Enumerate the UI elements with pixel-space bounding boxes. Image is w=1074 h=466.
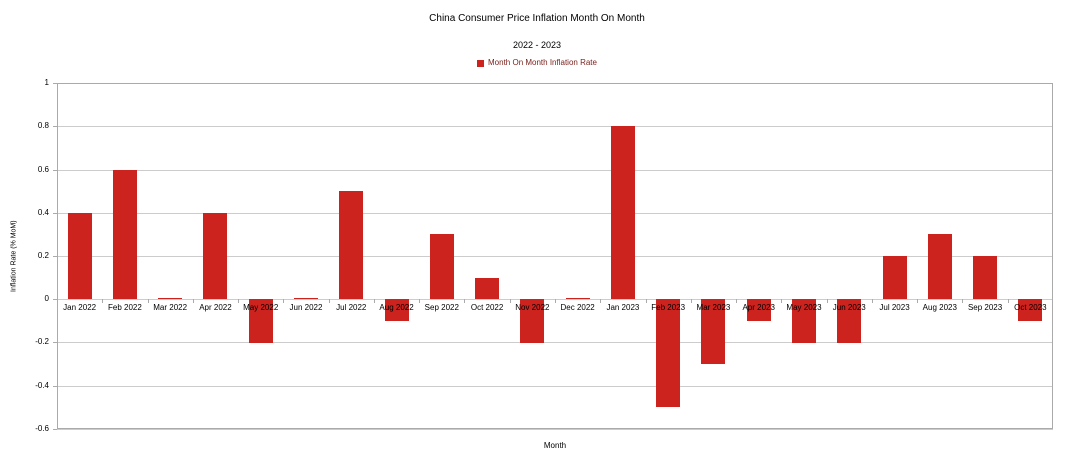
y-tick-mark (53, 342, 57, 343)
x-tick-mark (736, 299, 737, 304)
bar-apr-2022[interactable] (203, 212, 228, 300)
x-tick-mark (962, 299, 963, 304)
gridline (57, 386, 1053, 387)
x-tick-label: Jul 2023 (879, 303, 910, 313)
bar-jan-2022[interactable] (67, 212, 92, 300)
bar-nov-2022[interactable] (520, 299, 545, 343)
bar-mar-2022[interactable] (158, 297, 183, 300)
legend-series-marker-icon (477, 59, 485, 67)
x-tick-mark (646, 299, 647, 304)
x-tick-mark (329, 299, 330, 304)
bar-feb-2023[interactable] (656, 299, 681, 408)
x-tick-label: Mar 2022 (153, 303, 188, 313)
x-tick-label: Jun 2023 (832, 303, 866, 313)
x-tick-mark (555, 299, 556, 304)
y-tick-mark (53, 126, 57, 127)
x-tick-mark (510, 299, 511, 304)
x-tick-mark (283, 299, 284, 304)
x-tick-mark (464, 299, 465, 304)
y-tick-label: 0.6 (37, 165, 49, 174)
gridline (57, 170, 1053, 171)
y-tick-label: 0.4 (37, 208, 49, 217)
x-tick-mark (1008, 299, 1009, 304)
y-tick-mark (53, 170, 57, 171)
y-tick-mark (53, 429, 57, 430)
bar-dec-2022[interactable] (565, 297, 590, 300)
x-tick-mark (691, 299, 692, 304)
bar-sep-2023[interactable] (973, 256, 998, 300)
x-tick-mark (917, 299, 918, 304)
bar-jan-2023[interactable] (610, 126, 635, 300)
x-tick-mark (781, 299, 782, 304)
x-tick-label: May 2023 (786, 303, 822, 313)
x-tick-mark (419, 299, 420, 304)
y-tick-mark (53, 83, 57, 84)
x-tick-mark (193, 299, 194, 304)
y-tick-label: 1 (44, 78, 49, 87)
x-tick-mark (148, 299, 149, 304)
y-tick-mark (53, 256, 57, 257)
x-tick-mark (872, 299, 873, 304)
x-tick-label: Sep 2023 (967, 303, 1003, 313)
x-tick-label: Apr 2022 (199, 303, 232, 313)
bar-aug-2022[interactable] (384, 299, 409, 321)
x-tick-label: Oct 2022 (470, 303, 504, 313)
x-tick-label: Dec 2022 (560, 303, 595, 313)
gridline (57, 256, 1053, 257)
bar-oct-2022[interactable] (475, 277, 500, 300)
x-tick-label: Sep 2022 (424, 303, 459, 313)
bar-aug-2023[interactable] (927, 234, 952, 300)
x-tick-label: Jun 2022 (289, 303, 323, 313)
x-tick-label: Apr 2023 (742, 303, 775, 313)
bar-may-2022[interactable] (248, 299, 273, 343)
x-tick-label: Aug 2022 (379, 303, 414, 313)
x-tick-label: Oct 2023 (1014, 303, 1047, 313)
x-tick-mark (374, 299, 375, 304)
x-tick-mark (238, 299, 239, 304)
chart-title: China Consumer Price Inflation Month On … (429, 13, 645, 24)
bar-may-2023[interactable] (792, 299, 816, 343)
bar-sep-2022[interactable] (429, 234, 454, 300)
y-tick-mark (53, 299, 57, 300)
gridline (57, 213, 1053, 214)
bar-jun-2022[interactable] (294, 297, 318, 300)
x-tick-mark (102, 299, 103, 304)
gridline (57, 429, 1053, 430)
y-tick-label: 0.2 (37, 251, 49, 260)
gridline (57, 126, 1053, 127)
bar-feb-2022[interactable] (112, 169, 137, 300)
x-tick-label: Feb 2023 (651, 303, 686, 313)
bar-jun-2023[interactable] (837, 299, 862, 343)
bar-apr-2023[interactable] (746, 299, 771, 321)
y-tick-label: 0.8 (37, 121, 49, 130)
gridline (57, 83, 1053, 84)
y-tick-label: -0.2 (35, 337, 49, 346)
chart-subtitle: 2022 - 2023 (512, 40, 562, 50)
legend: Month On Month Inflation Rate (0, 57, 1074, 69)
y-tick-label: 0 (44, 294, 49, 303)
x-tick-label: Nov 2022 (515, 303, 550, 313)
bar-oct-2023[interactable] (1018, 299, 1043, 321)
bar-jul-2022[interactable] (339, 191, 364, 300)
x-tick-mark (827, 299, 828, 304)
x-tick-label: Jan 2022 (63, 303, 97, 313)
gridline (57, 342, 1053, 343)
y-tick-label: -0.6 (35, 424, 49, 433)
x-tick-mark (600, 299, 601, 304)
legend-series-label: Month On Month Inflation Rate (488, 58, 597, 67)
x-tick-label: Aug 2023 (922, 303, 957, 313)
bar-jul-2023[interactable] (882, 256, 907, 300)
y-tick-mark (53, 386, 57, 387)
x-tick-label: Mar 2023 (696, 303, 731, 313)
x-tick-label: Feb 2022 (107, 303, 142, 313)
x-tick-label: Jul 2022 (336, 303, 367, 313)
x-tick-label: Jan 2023 (606, 303, 640, 313)
y-tick-mark (53, 213, 57, 214)
x-axis-title: Month (543, 441, 567, 450)
x-tick-label: May 2022 (243, 303, 279, 313)
bar-mar-2023[interactable] (701, 299, 726, 365)
y-tick-label: -0.4 (35, 381, 49, 390)
